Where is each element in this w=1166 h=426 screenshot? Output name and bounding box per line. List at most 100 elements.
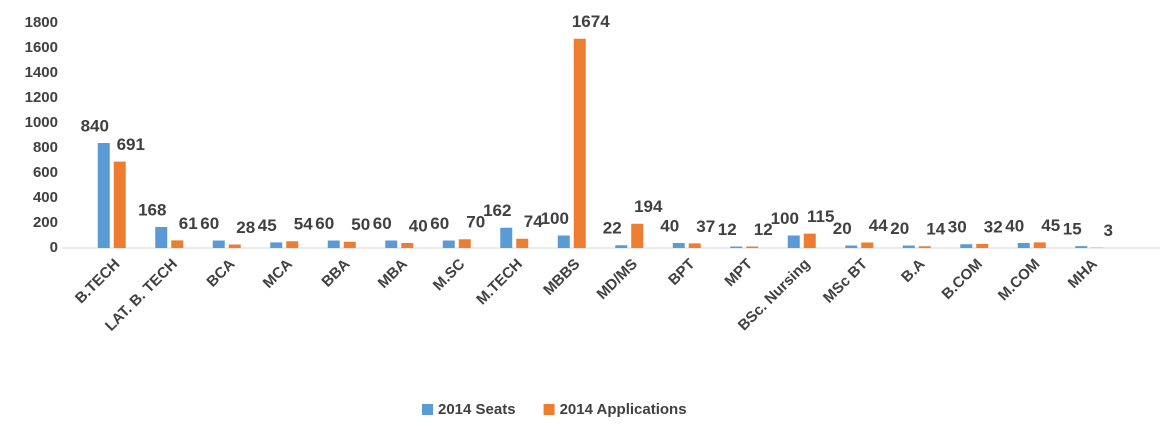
- x-tick-label: B.A: [898, 256, 928, 286]
- bar: [557, 235, 570, 248]
- data-label: 40: [409, 216, 428, 235]
- data-label: 22: [603, 219, 622, 238]
- data-label: 840: [81, 116, 109, 135]
- x-tick-label: MSc BT: [820, 256, 871, 307]
- x-tick-label: BCA: [203, 255, 238, 290]
- data-label: 162: [483, 201, 511, 220]
- data-label: 61: [179, 214, 198, 233]
- data-label: 37: [696, 217, 715, 236]
- y-tick-label: 0: [50, 239, 58, 256]
- x-tick-label: MCA: [260, 256, 296, 292]
- bar: [327, 240, 340, 248]
- data-label: 60: [200, 214, 219, 233]
- y-tick-label: 1600: [25, 39, 58, 56]
- data-label: 12: [718, 220, 737, 239]
- bar: [401, 243, 414, 248]
- y-tick-label: 400: [33, 189, 58, 206]
- data-label: 60: [373, 214, 392, 233]
- bar: [902, 245, 915, 248]
- data-label: 168: [138, 200, 166, 219]
- y-tick-label: 1200: [25, 89, 58, 106]
- bar: [615, 245, 628, 248]
- x-tick-label: MBBS: [540, 256, 583, 299]
- data-label: 32: [984, 217, 1003, 236]
- bar: [1075, 246, 1088, 248]
- x-tick-label: MD/MS: [594, 256, 641, 303]
- data-label: 100: [771, 209, 799, 228]
- x-tick-label: BBA: [318, 255, 353, 290]
- data-label: 45: [1041, 216, 1060, 235]
- x-tick-label: MHA: [1065, 256, 1101, 292]
- bar: [631, 223, 644, 248]
- bar: [458, 239, 471, 248]
- x-tick-label: MBA: [375, 256, 411, 292]
- bar: [171, 240, 184, 248]
- data-label: 40: [1005, 216, 1024, 235]
- bar: [270, 242, 283, 248]
- data-label: 15: [1063, 220, 1082, 239]
- bar: [516, 238, 529, 248]
- y-tick-label: 800: [33, 139, 58, 156]
- data-label: 20: [833, 219, 852, 238]
- legend-label: 2014 Applications: [560, 401, 687, 418]
- y-tick-label: 1400: [25, 64, 58, 81]
- bar: [212, 240, 225, 248]
- bar: [960, 244, 973, 248]
- bar: [385, 240, 398, 248]
- bar: [787, 235, 800, 248]
- legend-swatch: [422, 404, 433, 415]
- data-label: 45: [258, 216, 277, 235]
- x-tick-label: M.SC: [430, 255, 469, 294]
- bar: [113, 161, 126, 248]
- x-tick-label: B.COM: [939, 256, 986, 303]
- bar: [573, 38, 586, 248]
- data-label: 28: [236, 218, 255, 237]
- data-label: 1674: [572, 12, 610, 31]
- data-label: 194: [634, 197, 663, 216]
- bar: [688, 243, 701, 248]
- data-label: 691: [117, 135, 145, 154]
- bar: [286, 241, 299, 248]
- bar: [730, 246, 743, 248]
- data-label: 14: [926, 220, 945, 239]
- bar: [442, 240, 455, 248]
- bar: [343, 241, 356, 248]
- data-label: 100: [541, 209, 569, 228]
- bar: [861, 242, 874, 248]
- data-label: 44: [869, 216, 888, 235]
- y-tick-label: 1800: [25, 14, 58, 31]
- bar: [672, 243, 685, 248]
- bar: [976, 244, 989, 248]
- x-tick-label: M.TECH: [473, 256, 526, 309]
- bar: [97, 143, 110, 248]
- x-tick-label: BPT: [665, 256, 698, 289]
- x-tick-label: B.TECH: [72, 256, 124, 308]
- y-tick-label: 200: [33, 214, 58, 231]
- data-label: 50: [351, 215, 370, 234]
- bar: [746, 246, 759, 248]
- data-label: 60: [430, 214, 449, 233]
- data-label: 115: [807, 207, 834, 226]
- bar: [155, 227, 168, 248]
- bar: [500, 227, 513, 248]
- data-label: 54: [294, 215, 313, 234]
- legend-swatch: [543, 404, 555, 415]
- data-label: 74: [524, 212, 543, 231]
- bar: [845, 245, 858, 248]
- data-label: 60: [315, 214, 334, 233]
- data-label: 12: [754, 220, 773, 239]
- data-label: 20: [890, 219, 909, 238]
- bar: [228, 244, 241, 248]
- data-label: 40: [660, 216, 679, 235]
- bar: [1017, 243, 1030, 248]
- x-tick-label: M.COM: [995, 256, 1044, 305]
- x-tick-label: MPT: [721, 256, 755, 290]
- bar: [1033, 242, 1046, 248]
- data-label: 3: [1104, 221, 1113, 240]
- y-tick-label: 1000: [25, 114, 58, 131]
- data-label: 70: [466, 213, 485, 232]
- bar: [918, 246, 931, 248]
- data-label: 30: [948, 218, 967, 237]
- legend-label: 2014 Seats: [438, 401, 516, 418]
